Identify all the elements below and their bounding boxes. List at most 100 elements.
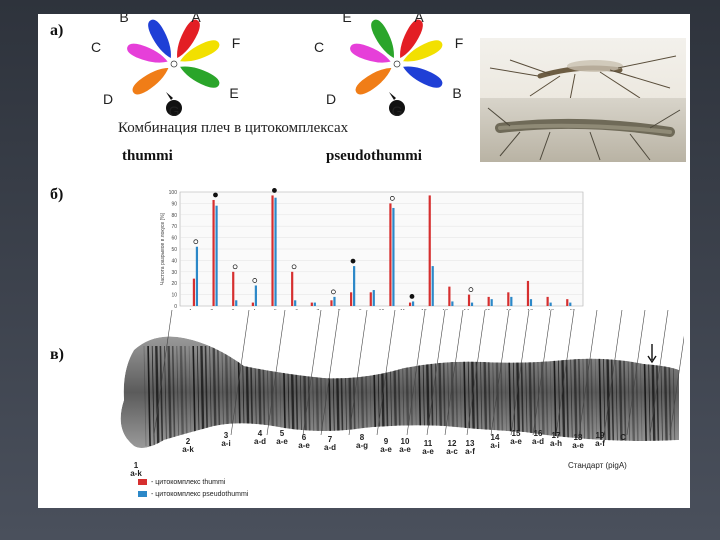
bar-series2-7 (313, 302, 316, 306)
chromosome-band (192, 345, 196, 447)
y-tick-label: 0 (174, 304, 177, 310)
arm-label-A: A (191, 14, 201, 25)
arm-C (126, 42, 170, 64)
chromosome-band (176, 345, 180, 447)
chromosome-band (167, 345, 172, 447)
chromosome-band (598, 345, 602, 447)
band-number-8: 8 (359, 433, 365, 442)
legend-label: - цитокомплекс pseudothummi (151, 490, 249, 498)
arm-label-F: F (455, 35, 464, 51)
chromosome-band (179, 345, 185, 447)
chromosome-band (184, 345, 188, 447)
bar-series1-7 (310, 302, 313, 306)
arm-B (147, 18, 172, 60)
chromosome-band (622, 345, 627, 447)
bar-series1-17 (507, 292, 510, 306)
band-subdivision-17: a-h (550, 439, 562, 448)
break-frequency-chart: 0 10 20 30 40 50 60 70 80 90 100 Частота разрывов в… (160, 188, 584, 314)
chromosome-band (159, 345, 164, 447)
band-leader-line (555, 310, 575, 436)
bar-series1-19 (546, 296, 549, 306)
chromosome-band (504, 345, 508, 447)
arrow-icon (647, 344, 657, 364)
bar-series2-6 (294, 300, 297, 306)
chromosome-diagram-pseudothummi: A F B G D C E (314, 14, 464, 119)
chromosome-band (487, 345, 492, 447)
legend-swatch-red (138, 479, 147, 485)
bar-series1-4 (251, 302, 254, 306)
bar-series2-9 (353, 266, 356, 306)
bar-series2-19 (549, 302, 552, 306)
band-subdivision-11: a-e (422, 447, 434, 456)
chromosome-band (508, 345, 512, 447)
band-subdivision-4: a-d (254, 437, 266, 446)
band-leader-line (426, 310, 446, 436)
centromere (393, 60, 401, 68)
bar-series2-3 (235, 300, 238, 306)
chromosome-band (577, 345, 582, 447)
slide: а) A F E G D C B A F B G D C E Комбинация плеч в цит… (38, 14, 690, 508)
chromosome-band (594, 345, 598, 447)
y-tick-label: 10 (171, 293, 177, 299)
bar-series2-1 (195, 246, 199, 306)
chromosome-band (627, 345, 631, 447)
panel-c-label: в) (50, 346, 64, 363)
band-number-C: C (620, 433, 626, 442)
arm-G-blob (166, 100, 182, 116)
arm-label-G: G (392, 103, 403, 119)
chromosome-band (524, 345, 528, 447)
band-number-6: 6 (301, 433, 307, 442)
band-subdivision-12: a-c (446, 447, 458, 456)
band-number-5: 5 (279, 429, 285, 438)
band-number-9: 9 (383, 437, 389, 446)
open-marker (193, 239, 199, 245)
band-subdivision-19: a-f (595, 439, 605, 448)
chromosome-band (512, 345, 516, 447)
band-leader-line (649, 310, 669, 436)
chromosome-band (553, 345, 557, 447)
band-leader-line (376, 310, 396, 436)
filled-marker (350, 258, 356, 264)
midge-photo-top (480, 38, 686, 102)
band-leader-line (230, 310, 250, 436)
chromosome-band (570, 345, 573, 447)
band-leader-line (669, 335, 684, 436)
band-subdivision-8: a-g (356, 441, 368, 450)
open-marker (331, 289, 336, 295)
bar-series1-18 (526, 280, 530, 306)
y-tick-label: 20 (171, 281, 177, 287)
chromosome-band (483, 345, 488, 447)
arm-label-D: D (103, 91, 113, 107)
arm-label-G: G (169, 103, 180, 119)
chromosome-band (151, 345, 155, 447)
standard-label: Стандарт (pigA) (568, 461, 627, 470)
chromosome-band (188, 345, 192, 447)
bar-series1-6 (291, 271, 294, 306)
band-subdivision-18: a-e (572, 441, 584, 450)
arm-G-tip (166, 92, 173, 100)
arm-B (401, 65, 444, 89)
bar-series1-11 (389, 203, 392, 306)
band-subdivision-2: a-k (182, 445, 194, 454)
bar-series2-15 (470, 302, 474, 306)
bar-series2-14 (451, 301, 454, 306)
band-leader-line (603, 310, 623, 436)
arm-A (176, 18, 201, 60)
chromosome-band (528, 345, 533, 447)
filled-marker (272, 188, 277, 193)
band-number-4: 4 (257, 429, 263, 438)
bar-series2-4 (254, 285, 257, 306)
chromosome-band (147, 345, 151, 447)
bar-series2-2 (215, 205, 218, 306)
bar-series1-13 (428, 195, 431, 306)
band-number-1: 1 (133, 461, 139, 470)
arm-F (178, 39, 221, 63)
open-marker (389, 196, 395, 201)
band-leader-line (510, 310, 530, 436)
arm-C (349, 42, 393, 64)
bar-series1-12 (408, 302, 412, 306)
band-number-17: 17 (551, 431, 561, 440)
band-leader-line (444, 310, 464, 436)
midge-photo-bottom (480, 98, 686, 162)
band-subdivision-5: a-e (276, 437, 288, 446)
